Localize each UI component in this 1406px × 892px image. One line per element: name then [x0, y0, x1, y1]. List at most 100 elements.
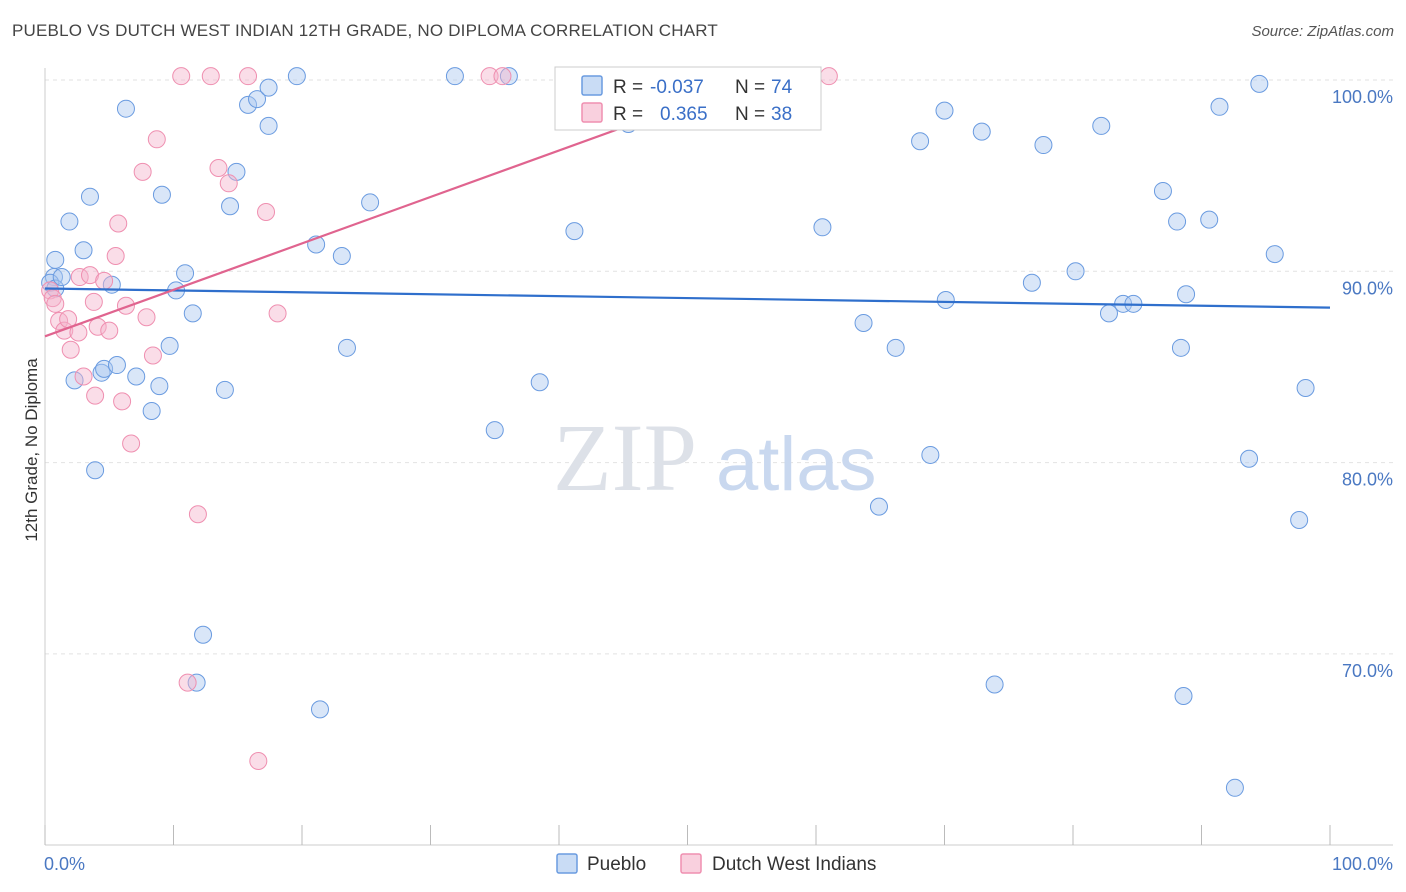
chart-title: PUEBLO VS DUTCH WEST INDIAN 12TH GRADE, …	[12, 21, 718, 40]
pueblo-point	[1265, 245, 1284, 264]
dutch-point	[172, 67, 191, 86]
pueblo-point	[80, 187, 99, 206]
dutch-point	[480, 67, 499, 86]
dutch-point	[209, 158, 228, 177]
pueblo-point	[1240, 449, 1259, 468]
pueblo-point	[176, 264, 195, 283]
pueblo-point	[74, 241, 93, 260]
dutch-point	[133, 162, 152, 181]
dutch-point	[109, 214, 128, 233]
pueblo-point	[530, 373, 549, 392]
pueblo-point	[239, 95, 258, 114]
dutch-point	[257, 202, 276, 221]
x-tick-label: 100.0%	[1332, 854, 1393, 874]
legend-pueblo: Pueblo	[587, 854, 646, 875]
pueblo-point	[248, 90, 267, 109]
dutch-point	[55, 321, 74, 340]
dutch-point	[239, 67, 258, 86]
pueblo-point	[499, 67, 518, 86]
pueblo-point	[911, 132, 930, 151]
dutch-r-label: R =	[613, 104, 643, 125]
pueblo-point	[445, 67, 464, 86]
dutch-point	[219, 174, 238, 193]
watermark-atlas: atlas	[716, 422, 877, 507]
pueblo-point	[921, 445, 940, 464]
pueblo-n-value: 74	[771, 77, 793, 98]
pueblo-point	[1177, 285, 1196, 304]
series-legend: Pueblo Dutch West Indians	[556, 853, 876, 875]
pueblo-point	[259, 78, 278, 97]
dutch-point	[268, 304, 287, 323]
pueblo-point	[287, 67, 306, 86]
pueblo-point	[1022, 273, 1041, 292]
pueblo-n-label: N =	[735, 77, 765, 98]
pueblo-point	[1092, 116, 1111, 135]
dutch-point	[143, 346, 162, 365]
pueblo-point	[337, 338, 356, 357]
dutch-point	[116, 296, 135, 315]
pueblo-point	[142, 401, 161, 420]
pueblo-point	[1250, 74, 1269, 93]
dutch-point	[100, 321, 119, 340]
pueblo-point	[985, 675, 1004, 694]
dutch-point	[113, 392, 132, 411]
dutch-point	[122, 434, 141, 453]
dutch-point	[178, 673, 197, 692]
y-tick-labels: 70.0% 80.0% 90.0% 100.0%	[1332, 87, 1393, 681]
pueblo-r-label: R =	[613, 77, 643, 98]
pueblo-point	[361, 193, 380, 212]
pueblo-point	[310, 700, 329, 719]
axes	[44, 68, 1393, 846]
dutch-legend-swatch	[581, 102, 603, 123]
data-points	[41, 67, 1315, 797]
pueblo-point	[127, 367, 146, 386]
pueblo-point	[160, 336, 179, 355]
dutch-n-label: N =	[735, 104, 765, 125]
y-tick-label: 70.0%	[1342, 661, 1393, 681]
dutch-point	[819, 67, 838, 86]
dutch-point	[137, 308, 156, 327]
pueblo-point	[60, 212, 79, 231]
pueblo-point	[1200, 210, 1219, 229]
pueblo-r-value: -0.037	[650, 77, 704, 98]
y-tick-label: 90.0%	[1342, 278, 1393, 298]
dutch-point	[147, 130, 166, 149]
pueblo-point	[1290, 510, 1309, 529]
x-tick-labels: 0.0% 100.0%	[44, 854, 1393, 874]
dutch-point	[493, 67, 512, 86]
stats-legend: R = -0.037 N = 74 R = 0.365 N = 38	[554, 66, 822, 131]
pueblo-point	[150, 377, 169, 396]
dutch-r-value: 0.365	[660, 104, 708, 125]
dutch-point	[86, 386, 105, 405]
y-tick-label: 80.0%	[1342, 470, 1393, 490]
dutch-n-value: 38	[771, 104, 792, 125]
pueblo-point	[935, 101, 954, 120]
pueblo-point	[65, 371, 84, 390]
pueblo-point	[41, 273, 60, 292]
dutch-point	[188, 505, 207, 524]
pueblo-point	[485, 421, 504, 440]
pueblo-point	[215, 380, 234, 399]
legend-dutch-west-indians: Dutch West Indians	[712, 854, 876, 875]
pueblo-point	[854, 313, 873, 332]
pueblo-point	[194, 625, 213, 644]
pueblo-point	[869, 497, 888, 516]
pueblo-point	[1034, 136, 1053, 155]
pueblo-trend-line	[44, 287, 1331, 309]
y-axis-label: 12th Grade, No Diploma	[22, 358, 41, 542]
dutch-point	[84, 292, 103, 311]
watermark-zip: ZIP	[553, 404, 697, 511]
dutch-point	[61, 340, 80, 359]
dutch-point	[74, 367, 93, 386]
pueblo-point	[1225, 778, 1244, 797]
pueblo-point	[1171, 338, 1190, 357]
dutch-swatch	[680, 853, 702, 874]
pueblo-point	[221, 197, 240, 216]
pueblo-point	[116, 99, 135, 118]
dutch-point	[201, 67, 220, 86]
pueblo-point	[565, 222, 584, 241]
pueblo-point	[1296, 378, 1315, 397]
dutch-point	[46, 294, 65, 313]
pueblo-legend-swatch	[581, 75, 603, 96]
